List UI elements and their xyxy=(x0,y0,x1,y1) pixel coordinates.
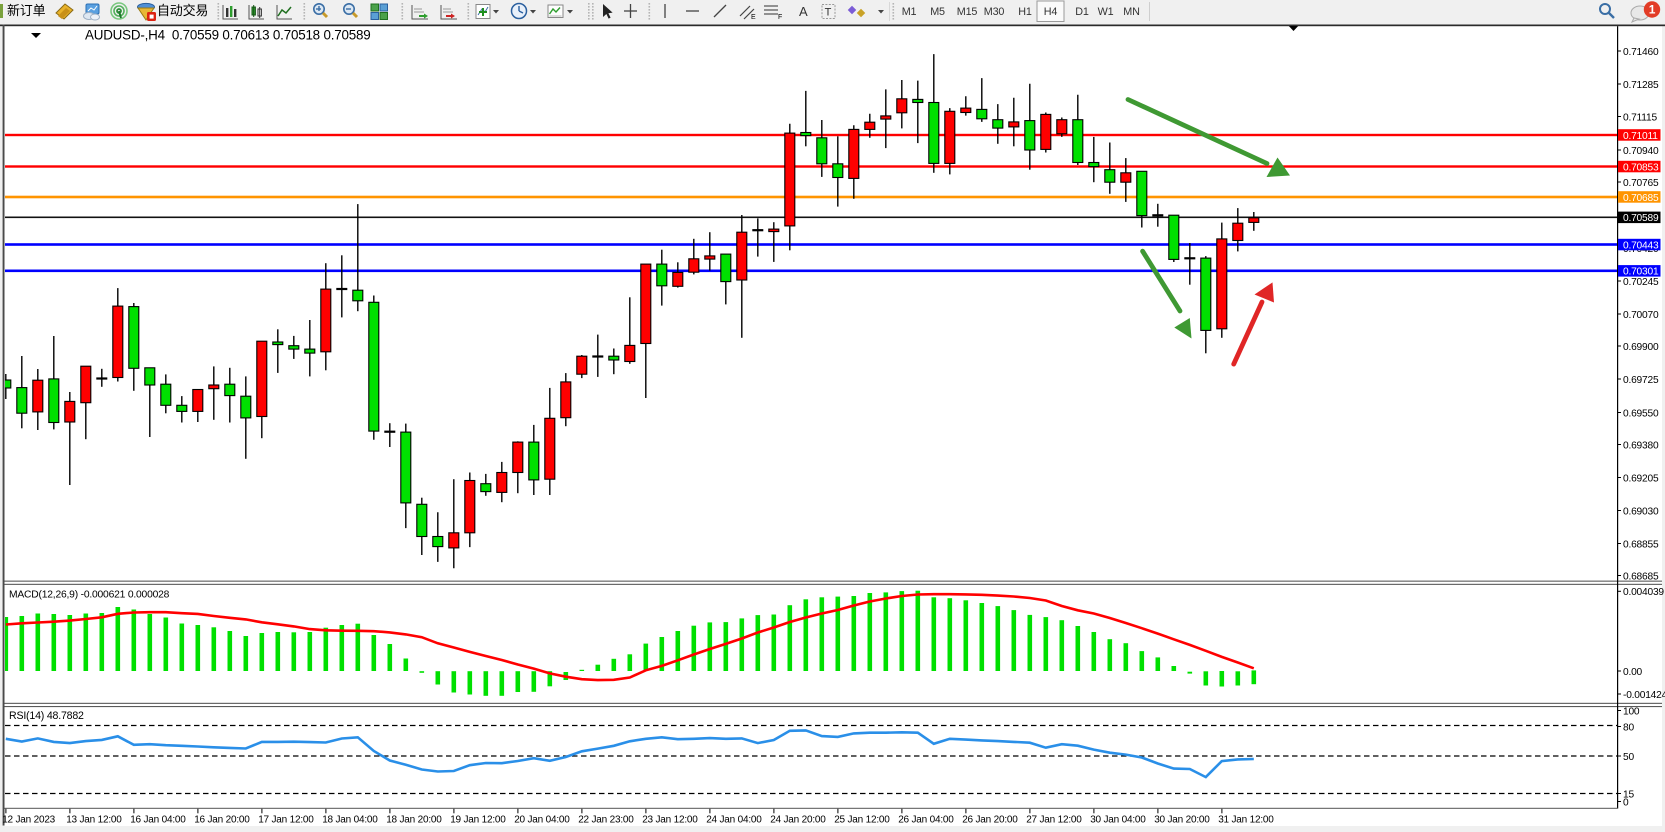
svg-text:18 Jan 20:00: 18 Jan 20:00 xyxy=(386,815,442,826)
svg-text:W1: W1 xyxy=(1098,6,1114,18)
svg-text:0.69030: 0.69030 xyxy=(1623,506,1659,517)
svg-text:0.71285: 0.71285 xyxy=(1623,80,1659,91)
svg-text:0.71115: 0.71115 xyxy=(1623,112,1657,123)
svg-text:M15: M15 xyxy=(957,6,978,18)
svg-text:E: E xyxy=(751,14,756,21)
svg-text:24 Jan 04:00: 24 Jan 04:00 xyxy=(706,815,762,826)
svg-text:0.70443: 0.70443 xyxy=(1623,240,1659,251)
svg-text:18 Jan 04:00: 18 Jan 04:00 xyxy=(322,815,378,826)
svg-text:-0.001424: -0.001424 xyxy=(1623,690,1665,701)
svg-text:0.70301: 0.70301 xyxy=(1623,267,1659,278)
svg-text:26 Jan 20:00: 26 Jan 20:00 xyxy=(962,815,1018,826)
svg-text:12 Jan 2023: 12 Jan 2023 xyxy=(2,815,55,826)
svg-text:27 Jan 12:00: 27 Jan 12:00 xyxy=(1026,815,1082,826)
svg-text:31 Jan 12:00: 31 Jan 12:00 xyxy=(1218,815,1274,826)
svg-text:0: 0 xyxy=(1623,797,1629,808)
svg-text:100: 100 xyxy=(1623,706,1640,717)
svg-text:H4: H4 xyxy=(1044,6,1058,18)
svg-text:24 Jan 20:00: 24 Jan 20:00 xyxy=(770,815,826,826)
svg-text:22 Jan 23:00: 22 Jan 23:00 xyxy=(578,815,634,826)
svg-text:0.70853: 0.70853 xyxy=(1623,162,1659,173)
svg-text:A: A xyxy=(799,4,808,19)
svg-text:0.69380: 0.69380 xyxy=(1623,440,1659,451)
svg-text:19 Jan 12:00: 19 Jan 12:00 xyxy=(450,815,506,826)
svg-text:自动交易: 自动交易 xyxy=(157,3,208,18)
svg-text:26 Jan 04:00: 26 Jan 04:00 xyxy=(898,815,954,826)
svg-text:0.69205: 0.69205 xyxy=(1623,473,1659,484)
svg-text:16 Jan 04:00: 16 Jan 04:00 xyxy=(130,815,186,826)
svg-text:0.69550: 0.69550 xyxy=(1623,408,1659,419)
svg-text:M1: M1 xyxy=(902,6,917,18)
svg-text:0.68685: 0.68685 xyxy=(1623,571,1659,582)
svg-text:80: 80 xyxy=(1623,722,1634,733)
svg-text:0.71011: 0.71011 xyxy=(1623,131,1658,142)
svg-text:16 Jan 20:00: 16 Jan 20:00 xyxy=(194,815,250,826)
svg-text:1: 1 xyxy=(1649,3,1656,17)
svg-text:H1: H1 xyxy=(1018,6,1032,18)
svg-text:F: F xyxy=(778,14,782,21)
svg-text:M30: M30 xyxy=(984,6,1005,18)
svg-text:T: T xyxy=(825,7,832,19)
svg-text:0.004039: 0.004039 xyxy=(1623,587,1664,598)
svg-text:0.70765: 0.70765 xyxy=(1623,178,1659,189)
svg-text:0.69725: 0.69725 xyxy=(1623,375,1659,386)
svg-text:M5: M5 xyxy=(930,6,945,18)
svg-text:30 Jan 04:00: 30 Jan 04:00 xyxy=(1090,815,1146,826)
svg-text:25 Jan 12:00: 25 Jan 12:00 xyxy=(834,815,890,826)
svg-text:0.70070: 0.70070 xyxy=(1623,310,1659,321)
svg-text:0.71460: 0.71460 xyxy=(1623,47,1659,58)
svg-text:30 Jan 20:00: 30 Jan 20:00 xyxy=(1154,815,1210,826)
svg-text:13 Jan 12:00: 13 Jan 12:00 xyxy=(66,815,122,826)
svg-text:RSI(14) 48.7882: RSI(14) 48.7882 xyxy=(9,710,84,722)
svg-text:AUDUSD-,H4 0.70559 0.70613 0.: AUDUSD-,H4 0.70559 0.70613 0.70518 0.705… xyxy=(85,28,370,43)
svg-text:23 Jan 12:00: 23 Jan 12:00 xyxy=(642,815,698,826)
svg-text:D1: D1 xyxy=(1075,6,1089,18)
svg-text:0.70940: 0.70940 xyxy=(1623,146,1659,157)
svg-text:MN: MN xyxy=(1123,6,1139,18)
svg-text:15: 15 xyxy=(1623,789,1634,800)
svg-text:0.70589: 0.70589 xyxy=(1623,213,1659,224)
svg-text:20 Jan 04:00: 20 Jan 04:00 xyxy=(514,815,570,826)
svg-text:0.70245: 0.70245 xyxy=(1623,277,1659,288)
svg-text:17 Jan 12:00: 17 Jan 12:00 xyxy=(258,815,314,826)
svg-text:新订单: 新订单 xyxy=(7,3,46,18)
svg-text:MACD(12,26,9) -0.000621 0.0000: MACD(12,26,9) -0.000621 0.000028 xyxy=(9,590,170,601)
svg-text:0.68855: 0.68855 xyxy=(1623,539,1659,550)
svg-text:50: 50 xyxy=(1623,752,1634,763)
svg-text:0.69900: 0.69900 xyxy=(1623,342,1659,353)
svg-text:0.00: 0.00 xyxy=(1623,667,1643,678)
svg-text:0.70685: 0.70685 xyxy=(1623,193,1659,204)
